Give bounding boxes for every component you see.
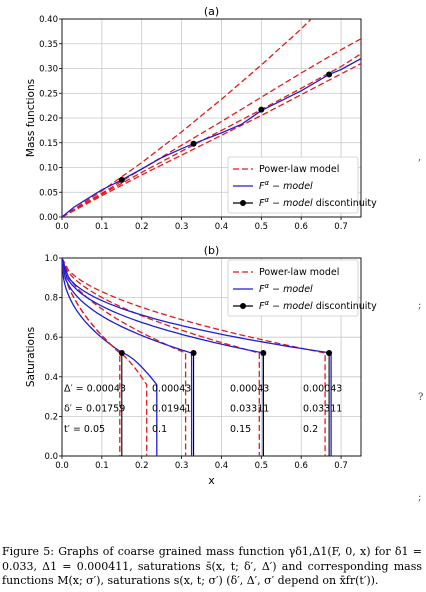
panel-b-plot [62,258,333,456]
panel-b-annotation-c0-r0: Δ′ = 0.00043 [64,384,126,395]
panel-a-ytick-label: 0.30 [39,65,58,75]
panel-b-powerlaw-3 [62,258,326,456]
panel-b-discontinuity-marker [326,350,333,357]
panel-a-xtick-label: 0.2 [135,222,149,232]
panel-b-ytick-label: 0.2 [44,412,58,422]
panel-b-xtick-label: 0.7 [334,461,348,471]
panel-b-annotation-c3-r2: 0.2 [303,424,318,435]
panel-a-legend-label-1: Fα − model [259,179,313,192]
panel-b-xtick-label: 0.5 [255,461,269,471]
panel-a-legend-label-0: Power-law model [259,164,339,175]
panel-a-series-1 [62,38,361,217]
panel-a-frame [61,18,362,218]
panel-b-title: (b) [204,244,220,257]
panel-a-discontinuity-marker [326,71,333,78]
panel-b-annotation-c1-r2: 0.1 [152,424,167,435]
panel-b-powerlaw-1 [62,258,187,456]
panel-b-ylabel: Saturations [25,327,37,387]
edge-mark-c: ? [418,392,424,403]
panel-a-xtick-label: 0.3 [175,222,189,232]
panel-a-xtick-label: 0.4 [215,222,229,232]
figure-caption: Figure 5: Graphs of coarse grained mass … [2,545,422,587]
panel-b-falpha-3 [62,258,332,456]
panel-b-ytick-label: 0.8 [44,294,58,304]
panel-b-annotation-c1-r0: 0.00043 [152,384,191,395]
panel-a-plot [62,19,361,217]
panel-b-xtick-label: 0.4 [215,461,229,471]
panel-a-discontinuity-marker [258,106,265,113]
panel-b-annotation-c1-r1: 0.01941 [152,403,191,414]
panel-b-ytick-label: 0.4 [44,373,58,383]
panel-b-powerlaw-2 [62,258,260,456]
panel-b-falpha-0 [62,258,158,456]
panel-a-discontinuity-marker [190,140,197,147]
panel-a-legend-label-2: Fα − model discontinuity [259,196,377,209]
panel-a-ytick-label: 0.25 [39,89,58,99]
panel-b-discontinuity-marker [118,350,125,357]
panel-a-ytick-label: 0.35 [39,40,58,50]
panel-b-xtick-label: 0.2 [135,461,149,471]
panel-b-legend-box [227,259,359,317]
panel-b-annotation-c3-r0: 0.00043 [303,384,342,395]
panel-b-discontinuity-marker [260,350,267,357]
panel-b-ytick-label: 1.0 [44,254,58,264]
panel-a-discontinuity-marker [118,176,125,183]
panel-a-ytick-label: 0.40 [39,15,58,25]
panel-b-frame [61,257,362,457]
panel-b-legend-label-0: Power-law model [259,267,339,278]
panel-a-ytick-label: 0.15 [39,139,58,149]
panel-a-xtick-label: 0.0 [55,222,69,232]
panel-a-ytick-label: 0.20 [39,114,58,124]
panel-b-annotation-c0-r1: δ′ = 0.01759 [64,403,125,414]
panel-a: 0.0 0.1 0.2 0.3 0.4 0.5 0.6 0.7 0.00 0.05 0.10 0.15… [25,5,377,232]
edge-mark-d: ; [418,492,422,503]
panel-a-legend: Power-law model Fα − model Fα − model disc… [227,156,377,214]
panel-b-annotation-c2-r2: 0.15 [230,424,251,435]
panel-b-legend: Power-law model Fα − model Fα − model disc… [227,259,377,317]
panel-b-ytick-label: 0.0 [44,452,58,462]
panel-a-legend-box [227,156,359,214]
panel-a-ytick-label: 0.00 [39,213,58,223]
panel-a-xtick-label: 0.1 [95,222,109,232]
panel-b-annotation-c3-r1: 0.03311 [303,403,342,414]
panel-b-xtick-label: 0.6 [294,461,308,471]
panel-a-ylabel: Mass functions [25,79,37,157]
panel-b-falpha-1 [62,258,193,456]
panel-a-ytick-label: 0.05 [39,188,58,198]
panel-b-xtick-label: 0.1 [95,461,109,471]
panel-b-legend-label-1: Fα − model [259,282,313,295]
panel-a-xtick-label: 0.5 [255,222,269,232]
panel-b-xtick-label: 0.3 [175,461,189,471]
panel-b-ytick-label: 0.6 [44,333,58,343]
panel-b-legend-label-2: Fα − model discontinuity [259,299,377,312]
panel-a-title: (a) [204,5,219,18]
figure: 0.0 0.1 0.2 0.3 0.4 0.5 0.6 0.7 0.00 0.05 0.10 0.15… [25,5,377,487]
panel-b-annotation-c2-r1: 0.03311 [230,403,269,414]
edge-mark-b: ; [418,300,422,311]
panel-b-annotation-c2-r0: 0.00043 [230,384,269,395]
panel-a-ytick-label: 0.10 [39,164,58,174]
panel-b-xtick-label: 0.0 [55,461,69,471]
panel-a-xtick-label: 0.7 [334,222,348,232]
panel-a-legend-marker [240,200,246,206]
edge-mark-a: , [418,152,422,163]
panel-b-annotation-c0-r2: t′ = 0.05 [64,424,105,435]
panel-b-xlabel: x [208,474,215,487]
panel-b-powerlaw-bump-0 [62,258,148,456]
panel-b: 0.0 0.1 0.2 0.3 0.4 0.5 0.6 0.7 0.0 0.2 0.4 0.6 0.8 1… [25,244,377,487]
panel-b-discontinuity-marker [190,350,197,357]
panel-a-series-3 [62,63,361,217]
panel-a-xtick-label: 0.6 [294,222,308,232]
panel-b-legend-marker [240,303,246,309]
panel-b-falpha-2 [62,258,264,456]
